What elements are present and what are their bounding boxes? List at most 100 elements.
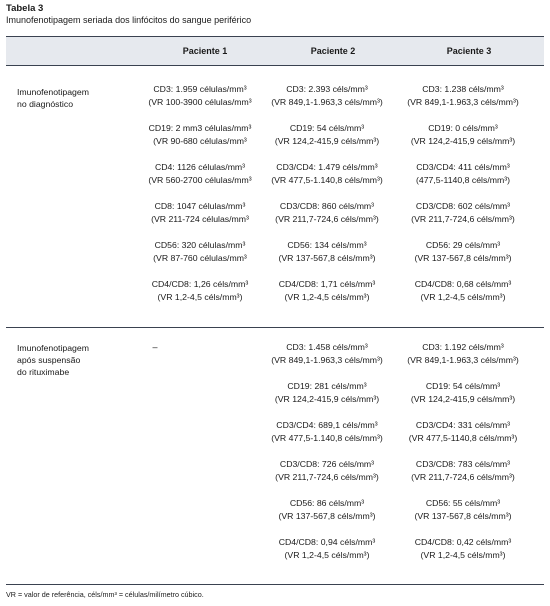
cell-value: CD4/CD8: 1,71 céls/mm³ [278, 279, 376, 289]
cell-ref: (VR 87-760 células/mm³ [153, 253, 247, 263]
cell-entry: CD3: 1.192 céls/mm³ (VR 849,1-1.963,3 cél… [388, 341, 538, 380]
cell-entry: CD3: 1.959 células/mm³ (VR 100-3900 célul… [120, 83, 280, 122]
cell-entry: CD3/CD8: 726 céls/mm³ (VR 211,7-724,6 cél… [252, 458, 402, 497]
cell-entry: CD3: 1.238 céls/mm³ (VR 849,1-1.963,3 cél… [388, 83, 538, 122]
cell-entry: CD4/CD8: 0,42 céls/mm³ (VR 1,2-4,5 céls/m… [388, 536, 538, 575]
cell-entry: CD3: 1.458 céls/mm³ (VR 849,1-1.963,3 cél… [252, 341, 402, 380]
table-header: Paciente 1 Paciente 2 Paciente 3 [6, 36, 544, 66]
row-label-line: Imunofenotipagem [17, 343, 89, 353]
cell-value: CD3: 1.959 células/mm³ [153, 84, 247, 94]
table-subtitle: Imunofenotipagem seriada dos linfócitos … [6, 15, 252, 25]
cell-ref: (477,5-1140,8 céls/mm³) [416, 175, 510, 185]
header-paciente-2: Paciente 2 [310, 46, 356, 56]
cell-ref: (VR 1,2-4,5 céls/mm³) [420, 292, 506, 302]
cell-value: CD3: 1.458 céls/mm³ [286, 342, 368, 352]
cell-ref: (VR 137-567,8 céls/mm³) [414, 253, 512, 263]
cell-ref: (VR 477,5-1.140,8 céls/mm³) [271, 175, 383, 185]
cell-entry: CD4/CD8: 0,68 céls/mm³ (VR 1,2-4,5 céls/m… [388, 278, 538, 317]
cell-entry: CD19: 281 céls/mm³ (VR 124,2-415,9 céls/m… [252, 380, 402, 419]
cell-entry: CD4/CD8: 1,71 céls/mm³ (VR 1,2-4,5 céls/m… [252, 278, 402, 317]
cell-entry: CD19: 54 céls/mm³ (VR 124,2-415,9 céls/mm… [388, 380, 538, 419]
cell-ref: (VR 849,1-1.963,3 céls/mm³) [271, 355, 383, 365]
cell-ref: (VR 137-567,8 céls/mm³) [278, 511, 376, 521]
cell-value: CD3/CD8: 726 céls/mm³ [279, 459, 375, 469]
col-paciente-1-diagnostico: CD3: 1.959 células/mm³ (VR 100-3900 célul… [120, 83, 280, 317]
row-label-diagnostico: Imunofenotipagem no diagnóstico [17, 86, 89, 110]
table-footnote: VR = valor de referência, céls/mm³ = cél… [6, 590, 204, 599]
col-paciente-3-apos: CD3: 1.192 céls/mm³ (VR 849,1-1.963,3 cél… [388, 341, 538, 575]
cell-value: CD3/CD4: 1.479 céls/mm³ [276, 162, 378, 172]
cell-ref: (VR 1,2-4,5 céls/mm³) [157, 292, 243, 302]
cell-value: CD4: 1126 células/mm³ [154, 162, 246, 172]
header-paciente-3: Paciente 3 [446, 46, 492, 56]
col-paciente-3-diagnostico: CD3: 1.238 céls/mm³ (VR 849,1-1.963,3 cél… [388, 83, 538, 317]
cell-value: CD19: 281 céls/mm³ [287, 381, 367, 391]
cell-ref: (VR 124,2-415,9 céls/mm³) [274, 136, 380, 146]
cell-ref: (VR 211,7-724,6 céls/mm³) [411, 472, 515, 482]
cell-entry: CD3/CD4: 1.479 céls/mm³ (VR 477,5-1.140,8… [252, 161, 402, 200]
cell-entry: CD3: 2.393 céls/mm³ (VR 849,1-1.963,3 cél… [252, 83, 402, 122]
table-bottom-border [6, 584, 544, 585]
cell-value: CD3/CD4: 411 céls/mm³ [416, 162, 510, 172]
cell-value: CD4/CD8: 0,94 céls/mm³ [278, 537, 376, 547]
paciente-1-dash: – [152, 342, 158, 352]
cell-entry: CD3/CD4: 411 céls/mm³ (477,5-1140,8 céls/… [388, 161, 538, 200]
cell-value: CD56: 134 céls/mm³ [287, 240, 367, 250]
table-title: Tabela 3 [6, 3, 44, 14]
cell-value: CD3/CD8: 602 céls/mm³ [415, 201, 511, 211]
cell-ref: (VR 849,1-1.963,3 céls/mm³) [407, 97, 519, 107]
cell-ref: (VR 849,1-1.963,3 céls/mm³) [407, 355, 519, 365]
cell-ref: (VR 211,7-724,6 céls/mm³) [411, 214, 515, 224]
cell-ref: (VR 211,7-724,6 céls/mm³) [275, 472, 379, 482]
col-paciente-2-apos: CD3: 1.458 céls/mm³ (VR 849,1-1.963,3 cél… [252, 341, 402, 575]
cell-ref: (VR 849,1-1.963,3 céls/mm³) [271, 97, 383, 107]
cell-ref: (VR 560-2700 células/mm³ [148, 175, 252, 185]
cell-value: CD56: 29 céls/mm³ [425, 240, 501, 250]
cell-entry: CD3/CD4: 689,1 céls/mm³ (VR 477,5-1.140,8… [252, 419, 402, 458]
cell-value: CD19: 0 céls/mm³ [428, 123, 498, 133]
cell-value: CD3/CD8: 860 céls/mm³ [279, 201, 375, 211]
cell-ref: (VR 100-3900 células/mm³ [148, 97, 252, 107]
cell-entry: CD3/CD4: 331 céls/mm³ (VR 477,5-1140,8 cé… [388, 419, 538, 458]
cell-ref: (VR 137-567,8 céls/mm³) [278, 253, 376, 263]
cell-value: CD56: 55 céls/mm³ [425, 498, 501, 508]
cell-entry: CD19: 2 mm3 células/mm³ (VR 90-680 célula… [120, 122, 280, 161]
cell-ref: (VR 477,5-1.140,8 céls/mm³) [271, 433, 383, 443]
cell-entry: CD3/CD8: 602 céls/mm³ (VR 211,7-724,6 cél… [388, 200, 538, 239]
cell-ref: (VR 211,7-724,6 céls/mm³) [275, 214, 379, 224]
cell-value: CD4/CD8: 0,42 céls/mm³ [414, 537, 512, 547]
cell-value: CD4/CD8: 0,68 céls/mm³ [414, 279, 512, 289]
cell-ref: (VR 1,2-4,5 céls/mm³) [284, 550, 370, 560]
cell-entry: CD4: 1126 células/mm³ (VR 560-2700 célula… [120, 161, 280, 200]
row-label-line: do rituximabe [17, 367, 70, 377]
cell-entry: CD19: 0 céls/mm³ (VR 124,2-415,9 céls/mm³… [388, 122, 538, 161]
cell-value: CD3: 2.393 céls/mm³ [286, 84, 368, 94]
cell-entry: CD3/CD8: 860 céls/mm³ (VR 211,7-724,6 cél… [252, 200, 402, 239]
cell-ref: (VR 477,5-1140,8 céls/mm³) [408, 433, 518, 443]
cell-entry: CD3/CD8: 783 céls/mm³ (VR 211,7-724,6 cél… [388, 458, 538, 497]
header-paciente-1: Paciente 1 [182, 46, 228, 56]
cell-value: CD3: 1.192 céls/mm³ [422, 342, 504, 352]
cell-entry: CD56: 55 céls/mm³ (VR 137-567,8 céls/mm³) [388, 497, 538, 536]
cell-entry: CD56: 134 céls/mm³ (VR 137-567,8 céls/mm³… [252, 239, 402, 278]
cell-value: CD19: 54 céls/mm³ [289, 123, 365, 133]
cell-ref: (VR 124,2-415,9 céls/mm³) [410, 394, 516, 404]
cell-value: CD56: 320 células/mm³ [154, 240, 246, 250]
cell-value: CD19: 2 mm3 células/mm³ [148, 123, 252, 133]
row-label-line: Imunofenotipagem [17, 87, 89, 97]
row-label-apos-suspensao: Imunofenotipagem após suspensão do ritux… [17, 342, 89, 378]
col-paciente-2-diagnostico: CD3: 2.393 céls/mm³ (VR 849,1-1.963,3 cél… [252, 83, 402, 317]
cell-value: CD3: 1.238 céls/mm³ [422, 84, 504, 94]
cell-value: CD3/CD4: 689,1 céls/mm³ [276, 420, 378, 430]
row-label-line: após suspensão [17, 355, 81, 365]
cell-value: CD3/CD8: 783 céls/mm³ [415, 459, 511, 469]
cell-ref: (VR 211-724 células/mm³ [151, 214, 249, 224]
cell-value: CD8: 1047 células/mm³ [154, 201, 246, 211]
row-label-line: no diagnóstico [17, 99, 74, 109]
cell-value: CD56: 86 céls/mm³ [289, 498, 365, 508]
cell-ref: (VR 1,2-4,5 céls/mm³) [284, 292, 370, 302]
cell-ref: (VR 124,2-415,9 céls/mm³) [410, 136, 516, 146]
section-divider [6, 327, 544, 328]
cell-entry: CD8: 1047 células/mm³ (VR 211-724 células… [120, 200, 280, 239]
cell-entry: CD56: 320 células/mm³ (VR 87-760 células/… [120, 239, 280, 278]
